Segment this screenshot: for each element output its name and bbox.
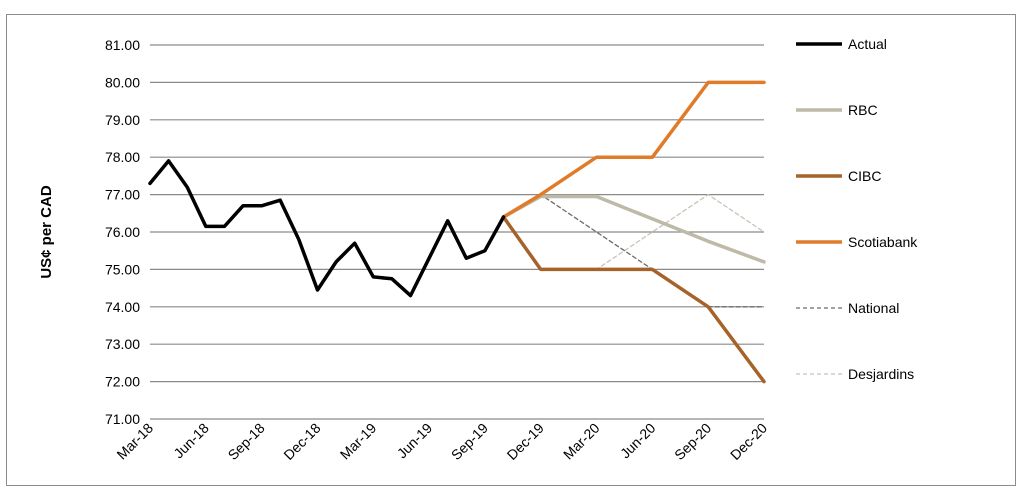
series-lines xyxy=(148,80,766,384)
series-line-cibc xyxy=(501,215,766,384)
legend: Actual RBC CIBC Scotiabank National Desjardin… xyxy=(796,36,918,382)
y-tick-label: 76.00 xyxy=(105,224,140,240)
y-tick-label: 72.00 xyxy=(105,374,140,390)
x-tick-label: Mar-20 xyxy=(560,420,603,463)
x-tick-label: Jun-20 xyxy=(617,420,659,462)
y-tick-label: 77.00 xyxy=(105,187,140,203)
legend-label-rbc: RBC xyxy=(848,102,878,118)
y-tick-label: 81.00 xyxy=(105,37,140,53)
gridlines xyxy=(150,44,764,420)
x-tick-label: Jun-19 xyxy=(394,420,436,462)
legend-label-scotiabank: Scotiabank xyxy=(848,234,918,250)
series-line-scotiabank xyxy=(501,80,766,219)
y-axis-label: US¢ per CAD xyxy=(38,185,55,279)
x-tick-label: Sep-19 xyxy=(448,420,491,463)
y-tick-label: 73.00 xyxy=(105,336,140,352)
x-tick-label: Sep-18 xyxy=(225,420,268,463)
x-axis-ticks: Mar-18 Jun-18 Sep-18 Dec-18 Mar-19 Jun-19 Sep-… xyxy=(113,420,770,463)
x-tick-label: Jun-18 xyxy=(170,420,212,462)
legend-label-national: National xyxy=(848,300,899,316)
y-tick-label: 74.00 xyxy=(105,299,140,315)
y-tick-label: 71.00 xyxy=(105,411,140,427)
x-tick-label: Dec-18 xyxy=(280,420,323,463)
y-tick-label: 79.00 xyxy=(105,112,140,128)
legend-label-cibc: CIBC xyxy=(848,168,881,184)
y-tick-label: 78.00 xyxy=(105,149,140,165)
y-tick-label: 75.00 xyxy=(105,261,140,277)
y-axis-ticks: 71.00 72.00 73.00 74.00 75.00 76.00 77.00 78.00… xyxy=(105,37,140,427)
chart-frame xyxy=(6,14,1016,486)
x-tick-label: Mar-19 xyxy=(337,420,380,463)
series-line-actual xyxy=(148,159,506,298)
y-tick-label: 80.00 xyxy=(105,74,140,90)
x-tick-label: Dec-19 xyxy=(504,420,547,463)
x-tick-label: Sep-20 xyxy=(671,420,714,463)
x-tick-label: Dec-20 xyxy=(727,420,770,463)
legend-label-desjardins: Desjardins xyxy=(848,366,914,382)
legend-label-actual: Actual xyxy=(848,36,887,52)
